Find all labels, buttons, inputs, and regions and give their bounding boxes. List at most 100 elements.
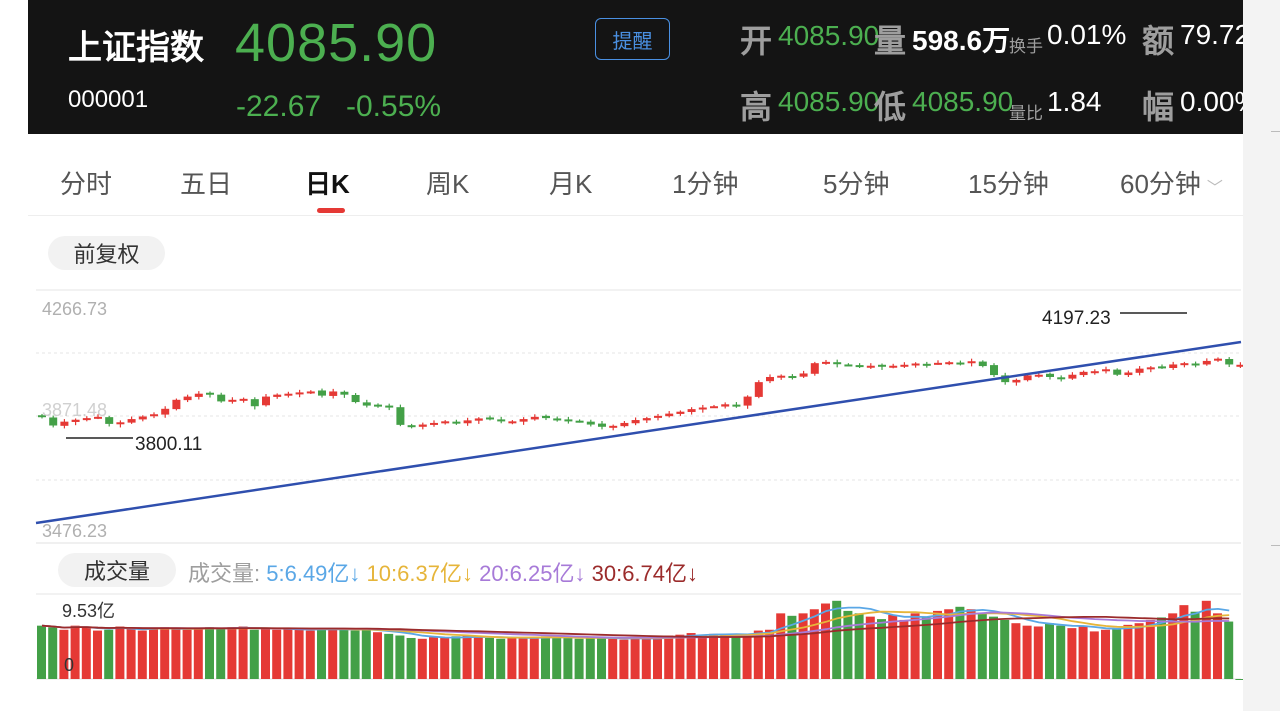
volume-bar (989, 616, 998, 679)
ma20-value: 20:6.25亿 (479, 561, 575, 586)
candle-body (766, 376, 774, 382)
volume-bar (395, 635, 405, 679)
volume-bar (877, 619, 886, 679)
candle-body (878, 364, 886, 367)
candle-body (676, 411, 685, 414)
candle-body (38, 415, 46, 418)
volume-bar (462, 635, 472, 679)
candle-body (351, 394, 360, 403)
candle-body (810, 363, 819, 374)
candle-body (1113, 369, 1122, 375)
volume-bar (104, 629, 114, 679)
candle-body (183, 396, 192, 401)
volume-bar (59, 629, 69, 679)
volume-ma30-line (41, 616, 1230, 638)
candle-body (150, 414, 158, 417)
volume-bar (518, 637, 528, 679)
volume-ratio-value: 1.84 (1047, 86, 1102, 117)
candle-body (642, 418, 651, 421)
volume-bar (686, 633, 696, 679)
volume-bar (249, 629, 259, 679)
volume-indicator-button[interactable]: 成交量 (58, 553, 176, 587)
volume-bar (373, 632, 382, 679)
ma5-arrow: ↓ (349, 561, 361, 586)
volume-bar (1033, 626, 1043, 679)
candle-body (530, 416, 539, 420)
alert-button[interactable]: 提醒 (595, 18, 670, 60)
candle-body (295, 392, 304, 395)
volume-bar (731, 633, 741, 679)
ma20-arrow: ↓ (574, 561, 586, 586)
candle-body (172, 399, 181, 410)
tab-60-minute[interactable]: 60分钟 ﹀ (1120, 164, 1223, 201)
volume-bar (765, 629, 774, 679)
candle-body (105, 417, 114, 424)
candle-body (1169, 364, 1178, 368)
volume-bar (317, 628, 326, 679)
volume-bar (865, 616, 875, 679)
volume-bar (1011, 623, 1021, 679)
tab-daily-k[interactable]: 日K (305, 169, 350, 199)
volume-bar (70, 625, 80, 679)
volume-bar (1078, 626, 1088, 679)
volume-bar (709, 633, 718, 679)
candle-body (127, 419, 136, 423)
high-value: 4085.90 (778, 86, 880, 117)
candle-body (945, 362, 954, 365)
candle-body (60, 421, 69, 426)
candle-body (217, 394, 226, 402)
candle-body (94, 416, 102, 419)
candle-body (575, 420, 584, 423)
volume-bar (1067, 628, 1077, 679)
candle-body (833, 362, 842, 365)
volume-bar (776, 613, 786, 679)
candle-body (687, 409, 696, 413)
volume-bar (809, 609, 819, 679)
volume-bar (697, 635, 707, 679)
tab-5-minute[interactable]: 5分钟 (823, 169, 890, 199)
current-price: 4085.90 (235, 13, 438, 73)
candle-body (262, 396, 270, 406)
tab-1-minute[interactable]: 1分钟 (672, 169, 739, 199)
chart-labels: 4266.73 3871.48 3476.23 3800.11 4197.23 (42, 299, 1187, 541)
candle-body (418, 424, 427, 427)
volume-bar (496, 638, 506, 679)
tab-15-minute[interactable]: 15分钟 (968, 169, 1049, 199)
candle-body (788, 376, 797, 379)
y-max-label: 4266.73 (42, 299, 107, 319)
candle-body (1146, 367, 1155, 370)
candle-body (855, 365, 864, 368)
tab-weekly-k[interactable]: 周K (426, 169, 470, 199)
ma10-arrow: ↓ (461, 561, 473, 586)
volume-bar (227, 627, 237, 679)
candle-body (922, 363, 931, 366)
volume-bar (966, 609, 976, 679)
active-tab-indicator (317, 208, 345, 213)
volume-bar (272, 629, 282, 679)
candle-body (1001, 375, 1010, 383)
volume-bar (305, 630, 315, 679)
adjust-mode-button[interactable]: 前复权 (48, 236, 165, 270)
volume-bar (339, 629, 349, 679)
candle-body (1158, 366, 1166, 369)
candle-body (889, 365, 898, 368)
tab-monthly-k[interactable]: 月K (549, 169, 593, 199)
candle-body (799, 373, 808, 377)
volume-bar (742, 633, 752, 679)
volume-value: 598.6万 (912, 25, 1011, 56)
volume-bar (933, 610, 942, 679)
volume-bar (843, 610, 853, 679)
candle-body (698, 407, 707, 410)
tab-five-day[interactable]: 五日 (180, 169, 233, 199)
candle-body (284, 393, 293, 396)
candle-body (743, 396, 752, 406)
candle-body (1034, 374, 1043, 377)
candle-body (1135, 368, 1144, 373)
ma30-value: 30:6.74亿 (591, 561, 688, 586)
volume-bar (1213, 613, 1222, 679)
candle-body (82, 418, 91, 421)
volume-max-label: 9.53亿 (62, 601, 115, 621)
tab-intraday[interactable]: 分时 (60, 169, 113, 199)
volume-bar (1112, 628, 1122, 679)
candle-body (116, 422, 125, 425)
